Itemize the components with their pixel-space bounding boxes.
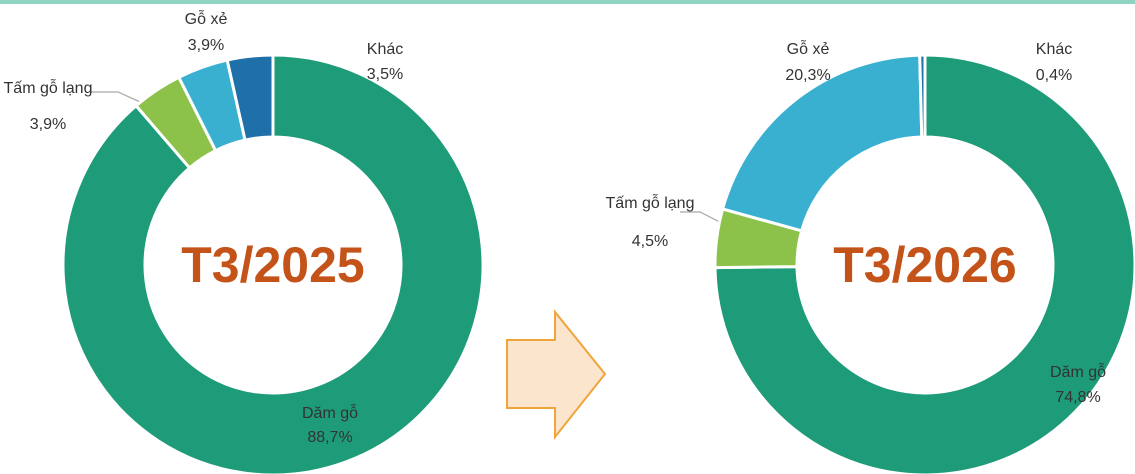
slice-value: 74,8% xyxy=(1055,389,1101,406)
slice-category: Tấm gỗ lạng xyxy=(3,80,93,97)
donut-slice xyxy=(720,53,924,233)
donut-slice xyxy=(713,53,1135,474)
slice-category: Dăm gỗ xyxy=(1049,364,1107,381)
center-title: T3/2026 xyxy=(833,237,1016,293)
donut-slice xyxy=(225,53,275,142)
slice-category: Khác xyxy=(1035,41,1073,58)
slice-category: Dăm gỗ xyxy=(301,405,359,422)
slice-category: Khác xyxy=(366,41,404,58)
slice-value: 3,9% xyxy=(29,116,67,133)
slice-category: Tấm gỗ lạng xyxy=(605,195,695,212)
donut-slice xyxy=(61,53,485,474)
slice-value: 0,4% xyxy=(1035,67,1073,84)
slice-value: 88,7% xyxy=(307,429,353,446)
slice-value: 4,5% xyxy=(631,233,669,250)
donut-slice xyxy=(918,53,927,139)
center-title: T3/2025 xyxy=(181,237,364,293)
slice-value: 20,3% xyxy=(785,67,831,84)
slice-category: Gỗ xẻ xyxy=(184,11,228,28)
slice-value: 3,5% xyxy=(366,66,404,83)
arrow xyxy=(506,309,607,440)
slice-category: Gỗ xẻ xyxy=(786,41,830,58)
slice-value: 3,9% xyxy=(187,37,225,54)
top-bar xyxy=(0,0,1135,4)
